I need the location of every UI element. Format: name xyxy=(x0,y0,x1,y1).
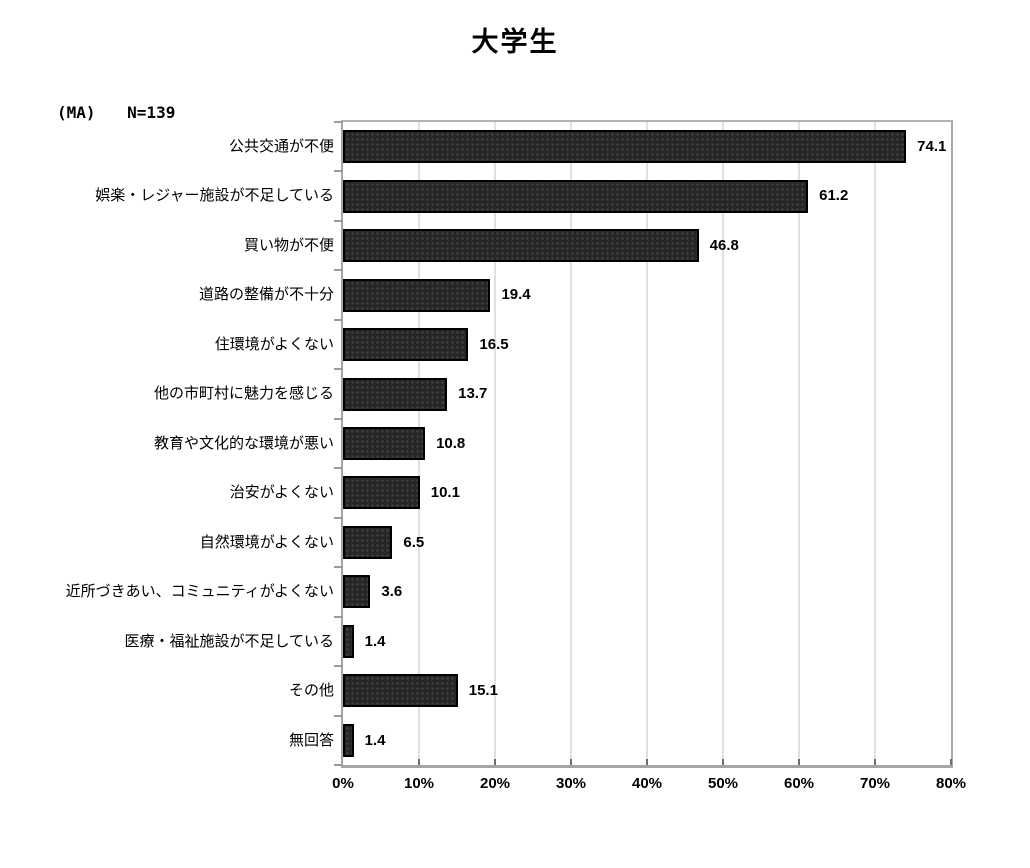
plot-area: 公共交通が不便 74.1 娯楽・レジャー施設が不足している 61.2 買い物が不便 46.… xyxy=(66,120,966,792)
gridline xyxy=(722,122,724,765)
value-label: 10.1 xyxy=(430,484,460,502)
bar-row: 公共交通が不便 74.1 xyxy=(229,122,951,171)
gridline xyxy=(798,122,800,765)
sample-size-label: N=139 xyxy=(127,103,176,122)
bar xyxy=(343,426,426,460)
y-axis-tick xyxy=(334,318,343,321)
bar xyxy=(343,723,354,757)
bar xyxy=(343,674,458,708)
category-label: その他 xyxy=(288,682,334,700)
value-label: 46.8 xyxy=(709,236,739,254)
x-axis-tick xyxy=(570,759,572,765)
gridline xyxy=(570,122,572,765)
y-axis-tick xyxy=(334,219,343,222)
x-axis-label: 30% xyxy=(555,775,587,792)
y-axis-tick xyxy=(334,170,343,173)
bar-row: 娯楽・レジャー施設が不足している 61.2 xyxy=(95,171,951,220)
value-label: 3.6 xyxy=(381,583,403,601)
bar xyxy=(343,130,907,164)
bar xyxy=(343,377,448,411)
gridline xyxy=(874,122,876,765)
category-label: 他の市町村に魅力を感じる xyxy=(153,385,334,403)
value-label: 1.4 xyxy=(364,731,386,749)
x-axis-tick xyxy=(798,759,800,765)
category-label: 娯楽・レジャー施設が不足している xyxy=(95,187,334,205)
bar-row: 無回答 1.4 xyxy=(289,716,951,765)
x-axis-tick xyxy=(418,759,420,765)
bar-row: 道路の整備が不十分 19.4 xyxy=(199,270,951,319)
x-axis-label: 10% xyxy=(403,775,435,792)
y-axis-tick xyxy=(334,467,343,470)
x-axis-label: 50% xyxy=(707,775,739,792)
bar-row: 医療・福祉施設が不足している 1.4 xyxy=(124,617,951,666)
x-axis-label: 70% xyxy=(859,775,891,792)
value-label: 6.5 xyxy=(403,533,425,551)
value-label: 1.4 xyxy=(364,632,386,650)
value-label: 16.5 xyxy=(479,335,509,353)
value-label: 19.4 xyxy=(501,286,531,304)
survey-meta: (MA) N=139 xyxy=(57,103,175,122)
bar-row: 教育や文化的な環境が悪い 10.8 xyxy=(154,419,951,468)
x-axis-label: 60% xyxy=(783,775,815,792)
bar xyxy=(343,476,420,510)
bar xyxy=(343,179,809,213)
category-label: 住環境がよくない xyxy=(214,335,334,353)
category-label: 治安がよくない xyxy=(229,484,334,502)
bar-row: 他の市町村に魅力を感じる 13.7 xyxy=(154,369,951,418)
bar-row: 住環境がよくない 16.5 xyxy=(215,320,951,369)
value-label: 15.1 xyxy=(468,682,498,700)
value-label: 10.8 xyxy=(436,434,466,452)
bar-row: 近所づきあい、コミュニティがよくない 3.6 xyxy=(66,567,951,616)
bar xyxy=(343,328,469,362)
bar-row: 治安がよくない 10.1 xyxy=(230,468,951,517)
y-axis-tick xyxy=(334,665,343,668)
value-label: 74.1 xyxy=(917,138,947,155)
category-label: 公共交通が不便 xyxy=(228,138,334,155)
bar-row: 買い物が不便 46.8 xyxy=(244,221,951,270)
x-axis-tick xyxy=(950,759,952,765)
multiple-answer-label: (MA) xyxy=(57,103,96,122)
x-axis-tick xyxy=(874,759,876,765)
bar xyxy=(343,229,699,263)
y-axis-tick xyxy=(334,566,343,569)
bar-row: その他 15.1 xyxy=(289,666,951,715)
bar-row: 自然環境がよくない 6.5 xyxy=(200,518,951,567)
x-axis-tick xyxy=(646,759,648,765)
y-axis-tick xyxy=(334,764,343,766)
category-label: 自然環境がよくない xyxy=(199,533,334,551)
y-axis-tick xyxy=(334,714,343,717)
y-axis-tick xyxy=(334,417,343,420)
category-label: 道路の整備が不十分 xyxy=(198,286,334,304)
x-axis-label: 20% xyxy=(479,775,511,792)
category-label: 無回答 xyxy=(288,731,334,749)
x-axis-tick xyxy=(722,759,724,765)
y-axis-tick xyxy=(334,516,343,519)
bar xyxy=(343,278,491,312)
bar xyxy=(343,575,371,609)
x-axis-label: 0% xyxy=(332,775,354,792)
gridline xyxy=(494,122,496,765)
y-axis-tick xyxy=(334,615,343,618)
y-axis-tick xyxy=(334,368,343,371)
y-axis-tick xyxy=(334,121,343,123)
bar xyxy=(343,525,393,559)
x-axis-label: 80% xyxy=(935,775,967,792)
value-label: 61.2 xyxy=(819,187,849,205)
category-label: 近所づきあい、コミュニティがよくない xyxy=(65,583,334,601)
value-label: 13.7 xyxy=(458,385,488,403)
bar xyxy=(343,624,354,658)
gridline xyxy=(646,122,648,765)
y-axis-tick xyxy=(334,269,343,272)
category-label: 教育や文化的な環境が悪い xyxy=(153,434,334,452)
category-label: 買い物が不便 xyxy=(243,236,334,254)
category-label: 医療・福祉施設が不足している xyxy=(124,632,334,650)
chart-title: 大学生 xyxy=(471,27,559,57)
x-axis-label: 40% xyxy=(631,775,663,792)
x-axis-tick xyxy=(494,759,496,765)
